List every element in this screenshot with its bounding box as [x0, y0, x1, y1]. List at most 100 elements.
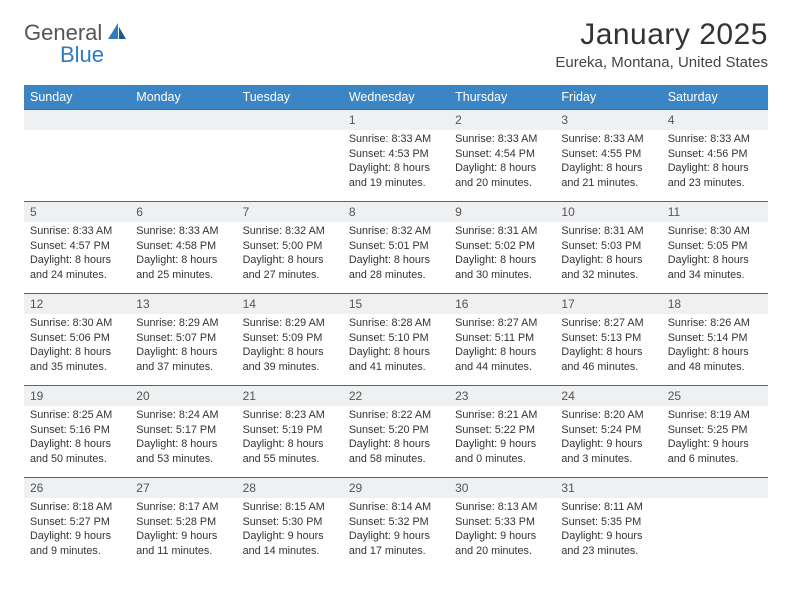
dow-friday: Friday — [555, 85, 661, 110]
day-details: Sunrise: 8:21 AMSunset: 5:22 PMDaylight:… — [449, 406, 555, 470]
day-number: 1 — [343, 110, 449, 130]
day-number: 30 — [449, 478, 555, 498]
calendar-day-cell: 22Sunrise: 8:22 AMSunset: 5:20 PMDayligh… — [343, 386, 449, 478]
day-number: 2 — [449, 110, 555, 130]
day-details: Sunrise: 8:17 AMSunset: 5:28 PMDaylight:… — [130, 498, 236, 562]
daylight-text: Daylight: 8 hours and 58 minutes. — [349, 437, 443, 466]
day-details: Sunrise: 8:31 AMSunset: 5:03 PMDaylight:… — [555, 222, 661, 286]
day-details: Sunrise: 8:11 AMSunset: 5:35 PMDaylight:… — [555, 498, 661, 562]
calendar-body: 1Sunrise: 8:33 AMSunset: 4:53 PMDaylight… — [24, 110, 768, 570]
sunrise-text: Sunrise: 8:25 AM — [30, 408, 124, 423]
day-number: 3 — [555, 110, 661, 130]
calendar-day-cell: 1Sunrise: 8:33 AMSunset: 4:53 PMDaylight… — [343, 110, 449, 202]
sunset-text: Sunset: 5:22 PM — [455, 423, 549, 438]
calendar-day-cell: 20Sunrise: 8:24 AMSunset: 5:17 PMDayligh… — [130, 386, 236, 478]
day-details: Sunrise: 8:31 AMSunset: 5:02 PMDaylight:… — [449, 222, 555, 286]
calendar-day-cell: 5Sunrise: 8:33 AMSunset: 4:57 PMDaylight… — [24, 202, 130, 294]
daylight-text: Daylight: 9 hours and 20 minutes. — [455, 529, 549, 558]
sunrise-text: Sunrise: 8:23 AM — [243, 408, 337, 423]
dow-wednesday: Wednesday — [343, 85, 449, 110]
calendar-week-row: 1Sunrise: 8:33 AMSunset: 4:53 PMDaylight… — [24, 110, 768, 202]
daylight-text: Daylight: 9 hours and 0 minutes. — [455, 437, 549, 466]
sunset-text: Sunset: 4:53 PM — [349, 147, 443, 162]
day-details: Sunrise: 8:29 AMSunset: 5:09 PMDaylight:… — [237, 314, 343, 378]
sunrise-text: Sunrise: 8:33 AM — [455, 132, 549, 147]
day-details: Sunrise: 8:22 AMSunset: 5:20 PMDaylight:… — [343, 406, 449, 470]
empty-day — [130, 110, 236, 130]
dow-tuesday: Tuesday — [237, 85, 343, 110]
calendar-week-row: 26Sunrise: 8:18 AMSunset: 5:27 PMDayligh… — [24, 478, 768, 570]
day-details: Sunrise: 8:33 AMSunset: 4:56 PMDaylight:… — [662, 130, 768, 194]
day-number: 8 — [343, 202, 449, 222]
day-number: 10 — [555, 202, 661, 222]
sunrise-text: Sunrise: 8:31 AM — [561, 224, 655, 239]
daylight-text: Daylight: 8 hours and 30 minutes. — [455, 253, 549, 282]
sunrise-text: Sunrise: 8:28 AM — [349, 316, 443, 331]
day-details: Sunrise: 8:24 AMSunset: 5:17 PMDaylight:… — [130, 406, 236, 470]
day-details: Sunrise: 8:33 AMSunset: 4:58 PMDaylight:… — [130, 222, 236, 286]
day-number: 27 — [130, 478, 236, 498]
dow-saturday: Saturday — [662, 85, 768, 110]
daylight-text: Daylight: 8 hours and 53 minutes. — [136, 437, 230, 466]
calendar-day-cell: 21Sunrise: 8:23 AMSunset: 5:19 PMDayligh… — [237, 386, 343, 478]
day-details: Sunrise: 8:27 AMSunset: 5:11 PMDaylight:… — [449, 314, 555, 378]
day-number: 19 — [24, 386, 130, 406]
daylight-text: Daylight: 8 hours and 27 minutes. — [243, 253, 337, 282]
day-number: 26 — [24, 478, 130, 498]
calendar-day-cell: 13Sunrise: 8:29 AMSunset: 5:07 PMDayligh… — [130, 294, 236, 386]
dow-monday: Monday — [130, 85, 236, 110]
day-details: Sunrise: 8:30 AMSunset: 5:05 PMDaylight:… — [662, 222, 768, 286]
day-details: Sunrise: 8:27 AMSunset: 5:13 PMDaylight:… — [555, 314, 661, 378]
sunset-text: Sunset: 5:09 PM — [243, 331, 337, 346]
day-details: Sunrise: 8:18 AMSunset: 5:27 PMDaylight:… — [24, 498, 130, 562]
calendar-day-cell: 23Sunrise: 8:21 AMSunset: 5:22 PMDayligh… — [449, 386, 555, 478]
calendar-day-cell: 11Sunrise: 8:30 AMSunset: 5:05 PMDayligh… — [662, 202, 768, 294]
daylight-text: Daylight: 9 hours and 14 minutes. — [243, 529, 337, 558]
sunrise-text: Sunrise: 8:14 AM — [349, 500, 443, 515]
day-number: 24 — [555, 386, 661, 406]
day-details: Sunrise: 8:33 AMSunset: 4:53 PMDaylight:… — [343, 130, 449, 194]
sunset-text: Sunset: 5:28 PM — [136, 515, 230, 530]
daylight-text: Daylight: 8 hours and 24 minutes. — [30, 253, 124, 282]
calendar-day-cell: 31Sunrise: 8:11 AMSunset: 5:35 PMDayligh… — [555, 478, 661, 570]
day-details: Sunrise: 8:25 AMSunset: 5:16 PMDaylight:… — [24, 406, 130, 470]
calendar-day-cell: 25Sunrise: 8:19 AMSunset: 5:25 PMDayligh… — [662, 386, 768, 478]
daylight-text: Daylight: 8 hours and 37 minutes. — [136, 345, 230, 374]
calendar-table: Sunday Monday Tuesday Wednesday Thursday… — [24, 85, 768, 570]
sunrise-text: Sunrise: 8:13 AM — [455, 500, 549, 515]
dow-sunday: Sunday — [24, 85, 130, 110]
sunrise-text: Sunrise: 8:32 AM — [349, 224, 443, 239]
header: January 2025 Eureka, Montana, United Sta… — [24, 18, 768, 71]
sunrise-text: Sunrise: 8:24 AM — [136, 408, 230, 423]
sunrise-text: Sunrise: 8:11 AM — [561, 500, 655, 515]
day-details: Sunrise: 8:32 AMSunset: 5:01 PMDaylight:… — [343, 222, 449, 286]
daylight-text: Daylight: 8 hours and 25 minutes. — [136, 253, 230, 282]
daylight-text: Daylight: 8 hours and 21 minutes. — [561, 161, 655, 190]
calendar-day-cell: 17Sunrise: 8:27 AMSunset: 5:13 PMDayligh… — [555, 294, 661, 386]
day-details: Sunrise: 8:14 AMSunset: 5:32 PMDaylight:… — [343, 498, 449, 562]
daylight-text: Daylight: 8 hours and 41 minutes. — [349, 345, 443, 374]
sunset-text: Sunset: 5:11 PM — [455, 331, 549, 346]
sunset-text: Sunset: 5:02 PM — [455, 239, 549, 254]
day-number: 7 — [237, 202, 343, 222]
sunset-text: Sunset: 4:54 PM — [455, 147, 549, 162]
day-number: 28 — [237, 478, 343, 498]
day-details: Sunrise: 8:15 AMSunset: 5:30 PMDaylight:… — [237, 498, 343, 562]
day-details: Sunrise: 8:33 AMSunset: 4:57 PMDaylight:… — [24, 222, 130, 286]
sunrise-text: Sunrise: 8:29 AM — [136, 316, 230, 331]
day-details: Sunrise: 8:19 AMSunset: 5:25 PMDaylight:… — [662, 406, 768, 470]
daylight-text: Daylight: 8 hours and 55 minutes. — [243, 437, 337, 466]
logo-text-blue: Blue — [60, 42, 104, 67]
day-number: 22 — [343, 386, 449, 406]
calendar-day-cell: 29Sunrise: 8:14 AMSunset: 5:32 PMDayligh… — [343, 478, 449, 570]
logo: General Blue — [24, 20, 128, 46]
daylight-text: Daylight: 9 hours and 6 minutes. — [668, 437, 762, 466]
sunrise-text: Sunrise: 8:26 AM — [668, 316, 762, 331]
day-details: Sunrise: 8:30 AMSunset: 5:06 PMDaylight:… — [24, 314, 130, 378]
calendar-day-cell: 28Sunrise: 8:15 AMSunset: 5:30 PMDayligh… — [237, 478, 343, 570]
daylight-text: Daylight: 8 hours and 39 minutes. — [243, 345, 337, 374]
sunrise-text: Sunrise: 8:19 AM — [668, 408, 762, 423]
daylight-text: Daylight: 8 hours and 34 minutes. — [668, 253, 762, 282]
day-number: 15 — [343, 294, 449, 314]
calendar-day-cell: 14Sunrise: 8:29 AMSunset: 5:09 PMDayligh… — [237, 294, 343, 386]
